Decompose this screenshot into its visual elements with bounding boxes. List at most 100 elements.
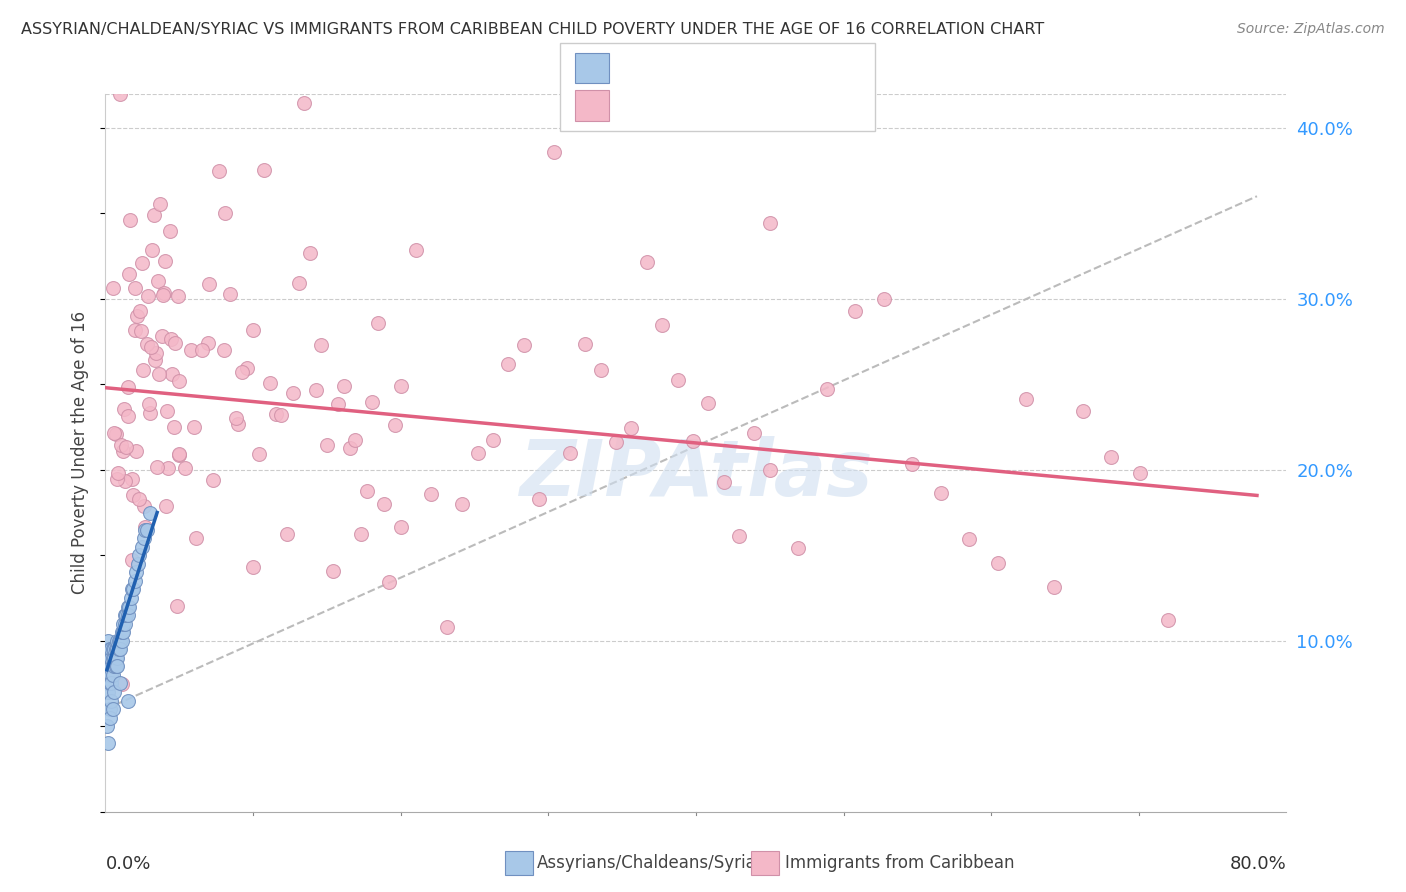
Point [197, 335, 219, 350]
Point [98, 659, 121, 673]
Point [183, 420, 205, 434]
Point [124, 574, 146, 588]
Point [111, 625, 134, 640]
Point [713, 475, 735, 489]
Point [110, 642, 132, 657]
Point [253, 163, 276, 178]
Point [405, 244, 427, 258]
Point [101, 651, 124, 665]
Point [107, 642, 129, 657]
Point [112, 444, 135, 458]
Point [111, 633, 134, 648]
Text: Immigrants from Caribbean: Immigrants from Caribbean [785, 855, 1014, 872]
Point [138, 406, 162, 420]
Point [100, 659, 122, 673]
Point [1099, 450, 1122, 465]
Point [131, 540, 153, 554]
Point [97, 642, 120, 657]
Point [152, 287, 174, 301]
Point [543, 145, 565, 159]
Point [150, 329, 173, 343]
Point [97, 668, 120, 682]
Point [316, 437, 339, 451]
Point [115, 440, 138, 454]
Point [287, 276, 309, 290]
Point [138, 506, 162, 520]
Point [127, 557, 149, 571]
Point [212, 343, 235, 358]
Text: ZIPAtlas: ZIPAtlas [519, 436, 873, 512]
Point [112, 402, 135, 417]
Point [103, 642, 125, 657]
Point [322, 565, 344, 579]
Text: ASSYRIAN/CHALDEAN/SYRIAC VS IMMIGRANTS FROM CARIBBEAN CHILD POVERTY UNDER THE AG: ASSYRIAN/CHALDEAN/SYRIAC VS IMMIGRANTS F… [21, 22, 1045, 37]
Point [451, 497, 474, 511]
Point [114, 608, 136, 623]
Point [728, 528, 751, 542]
Point [146, 274, 169, 288]
Point [145, 345, 167, 359]
Point [107, 466, 129, 480]
Point [101, 702, 124, 716]
Point [328, 397, 350, 411]
Point [574, 336, 596, 351]
Point [124, 323, 146, 337]
Point [103, 659, 125, 673]
Point [105, 642, 128, 657]
Point [97, 676, 120, 690]
Point [589, 363, 612, 377]
Point [744, 426, 766, 441]
Point [100, 676, 122, 690]
Point [436, 620, 458, 634]
Point [157, 461, 180, 475]
Point [231, 365, 253, 379]
Point [98, 668, 121, 682]
Point [97, 651, 120, 665]
Point [117, 693, 139, 707]
Point [166, 599, 188, 613]
Point [298, 245, 321, 260]
Point [107, 633, 129, 648]
Point [131, 255, 153, 269]
Point [124, 281, 146, 295]
Point [361, 395, 384, 409]
Point [142, 208, 165, 222]
Point [100, 651, 122, 665]
Point [117, 409, 139, 423]
Point [129, 303, 152, 318]
Point [111, 677, 134, 691]
Point [101, 281, 124, 295]
Point [104, 659, 127, 673]
Point [104, 427, 127, 442]
Point [101, 668, 124, 682]
Point [136, 289, 159, 303]
Text: N =: N = [720, 60, 772, 78]
Point [242, 323, 264, 337]
Point [225, 410, 247, 425]
Point [121, 472, 143, 486]
Point [759, 215, 782, 229]
Point [787, 541, 810, 555]
Point [103, 426, 125, 441]
Point [104, 651, 127, 665]
Point [367, 316, 389, 330]
Point [214, 206, 236, 220]
Point [169, 447, 191, 461]
Point [389, 520, 412, 534]
Point [682, 434, 704, 448]
Point [482, 433, 505, 447]
Text: -0.132: -0.132 [664, 96, 733, 115]
Point [558, 446, 581, 460]
Point [101, 659, 124, 673]
Point [127, 309, 149, 323]
Point [112, 616, 135, 631]
Point [134, 520, 156, 534]
Point [697, 395, 720, 409]
Point [929, 486, 952, 500]
Point [121, 552, 143, 566]
Text: 80.0%: 80.0% [1230, 855, 1286, 872]
Point [1071, 404, 1094, 418]
Point [117, 599, 139, 614]
Point [186, 531, 208, 545]
Point [247, 447, 270, 461]
